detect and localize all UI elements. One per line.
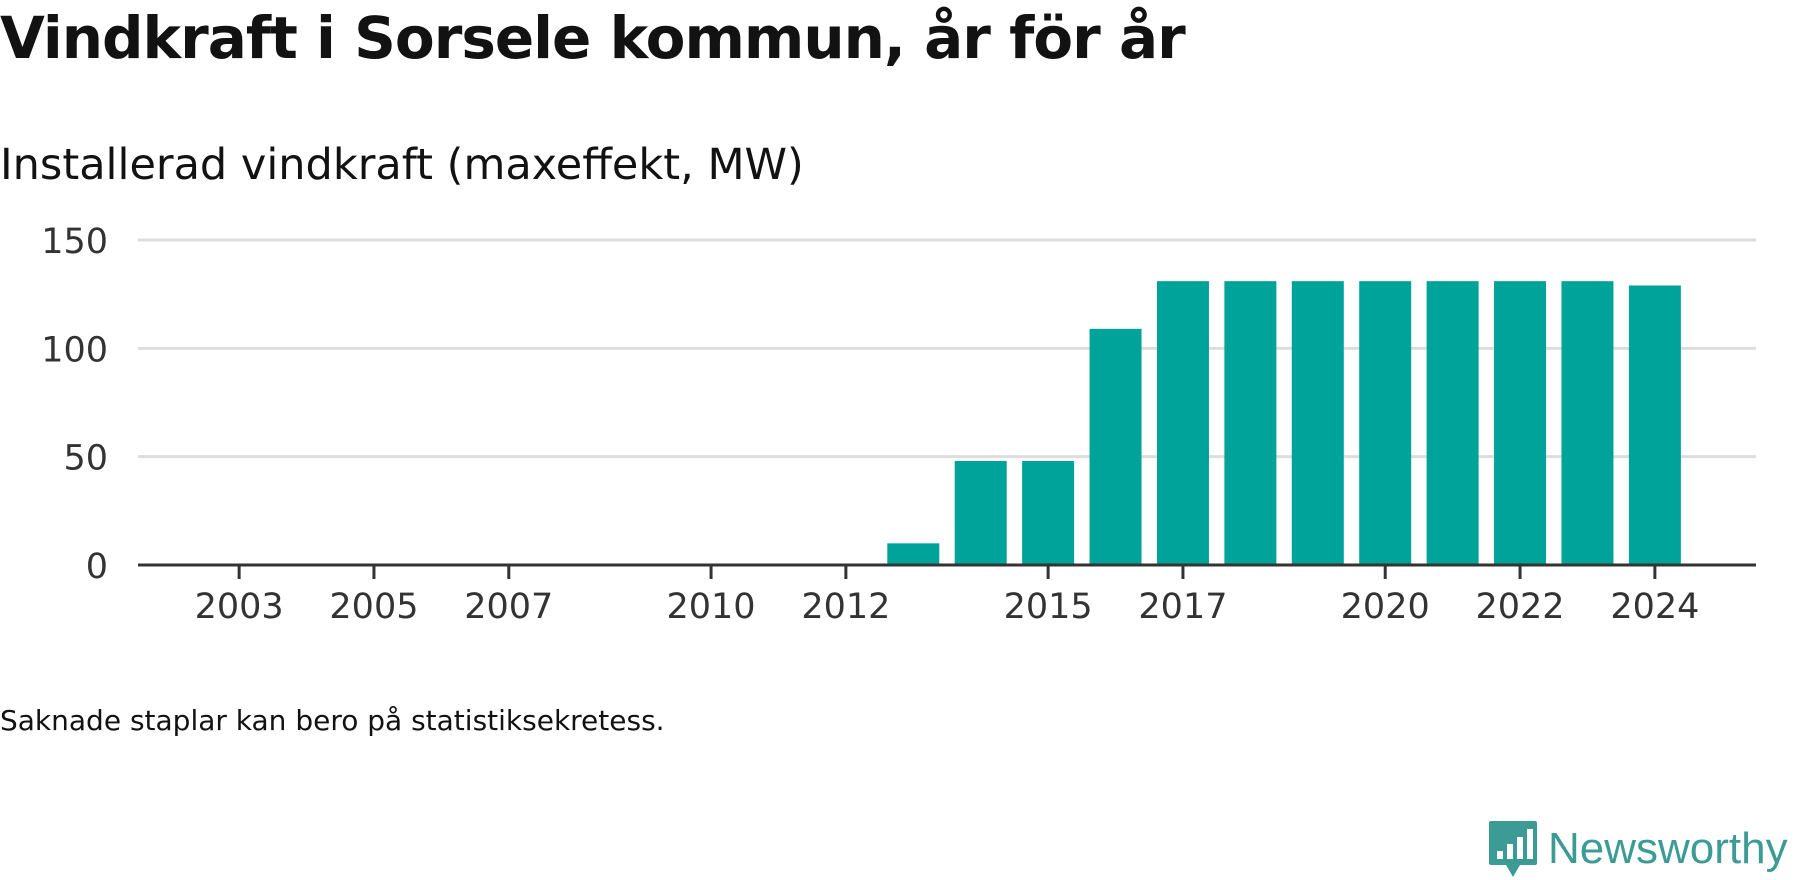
logo-text: Newsworthy [1548, 824, 1788, 873]
chart-title: Vindkraft i Sorsele kommun, år för år [0, 4, 1186, 72]
y-tick-label-0: 0 [86, 547, 108, 587]
bar-2021 [1426, 281, 1479, 565]
bar-2015 [1022, 461, 1075, 565]
bar-chart-speech-bubble-icon [1489, 821, 1537, 877]
bar-2014 [954, 461, 1007, 565]
x-tick-label-2012: 2012 [801, 587, 890, 627]
bar-chart: 0 50 100 150 2003 2005 2007 2010 2012 2015 2017 202… [41, 222, 1756, 627]
axes: 0 50 100 150 2003 2005 2007 2010 2012 2015 2017 202… [41, 222, 1756, 627]
bar-2024 [1628, 285, 1681, 565]
bar-2013 [887, 543, 940, 565]
chart-subtitle: Installerad vindkraft (maxeffekt, MW) [0, 140, 804, 190]
bar-2017 [1156, 281, 1209, 565]
grid-lines [138, 238, 1756, 459]
x-tick-label-2024: 2024 [1610, 587, 1699, 627]
y-tick-label-100: 100 [41, 330, 108, 370]
bar-2022 [1494, 281, 1547, 565]
x-tick-label-2017: 2017 [1138, 587, 1227, 627]
x-tick-label-2010: 2010 [667, 587, 756, 627]
x-tick-label-2007: 2007 [464, 587, 553, 627]
footnote: Saknade staplar kan bero på statistiksek… [0, 704, 665, 737]
x-tick-label-2003: 2003 [195, 587, 284, 627]
bar-2018 [1224, 281, 1277, 565]
bar-2023 [1561, 281, 1614, 565]
y-tick-label-50: 50 [63, 439, 108, 479]
x-tick-label-2015: 2015 [1004, 587, 1093, 627]
bar-2019 [1291, 281, 1344, 565]
y-tick-label-150: 150 [41, 222, 108, 262]
bar-2020 [1359, 281, 1412, 565]
bars [887, 281, 1681, 565]
x-tick-label-2022: 2022 [1476, 587, 1565, 627]
x-tick-label-2005: 2005 [329, 587, 418, 627]
bar-2016 [1089, 328, 1142, 565]
newsworthy-logo[interactable]: Newsworthy [1488, 818, 1788, 880]
x-tick-label-2020: 2020 [1341, 587, 1430, 627]
